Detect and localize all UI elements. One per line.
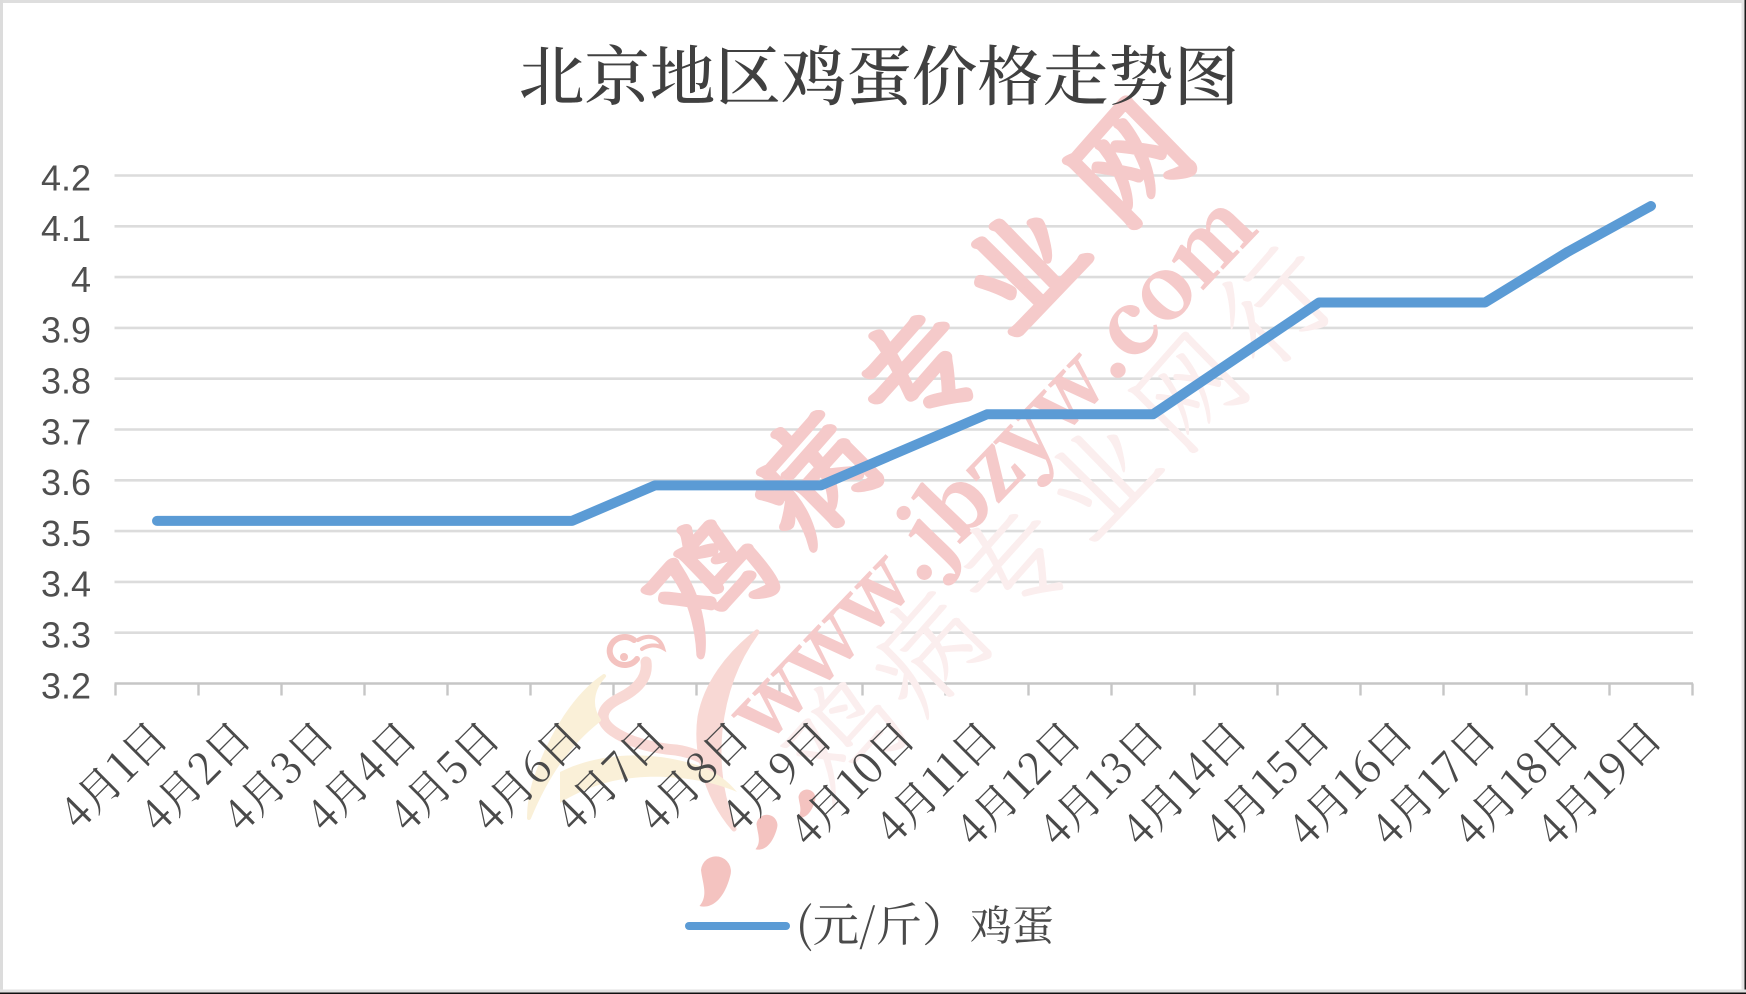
svg-text:4.2: 4.2 (41, 157, 91, 198)
svg-text:3.2: 3.2 (41, 665, 91, 706)
svg-text:3.7: 3.7 (41, 411, 91, 452)
svg-text:4.1: 4.1 (41, 208, 91, 249)
svg-text:4: 4 (71, 259, 91, 300)
svg-text:3.3: 3.3 (41, 615, 91, 656)
svg-text:3.6: 3.6 (41, 462, 91, 503)
svg-text:3.5: 3.5 (41, 513, 91, 554)
svg-text:3.8: 3.8 (41, 361, 91, 402)
svg-text:3.9: 3.9 (41, 310, 91, 351)
svg-text:3.4: 3.4 (41, 564, 91, 605)
